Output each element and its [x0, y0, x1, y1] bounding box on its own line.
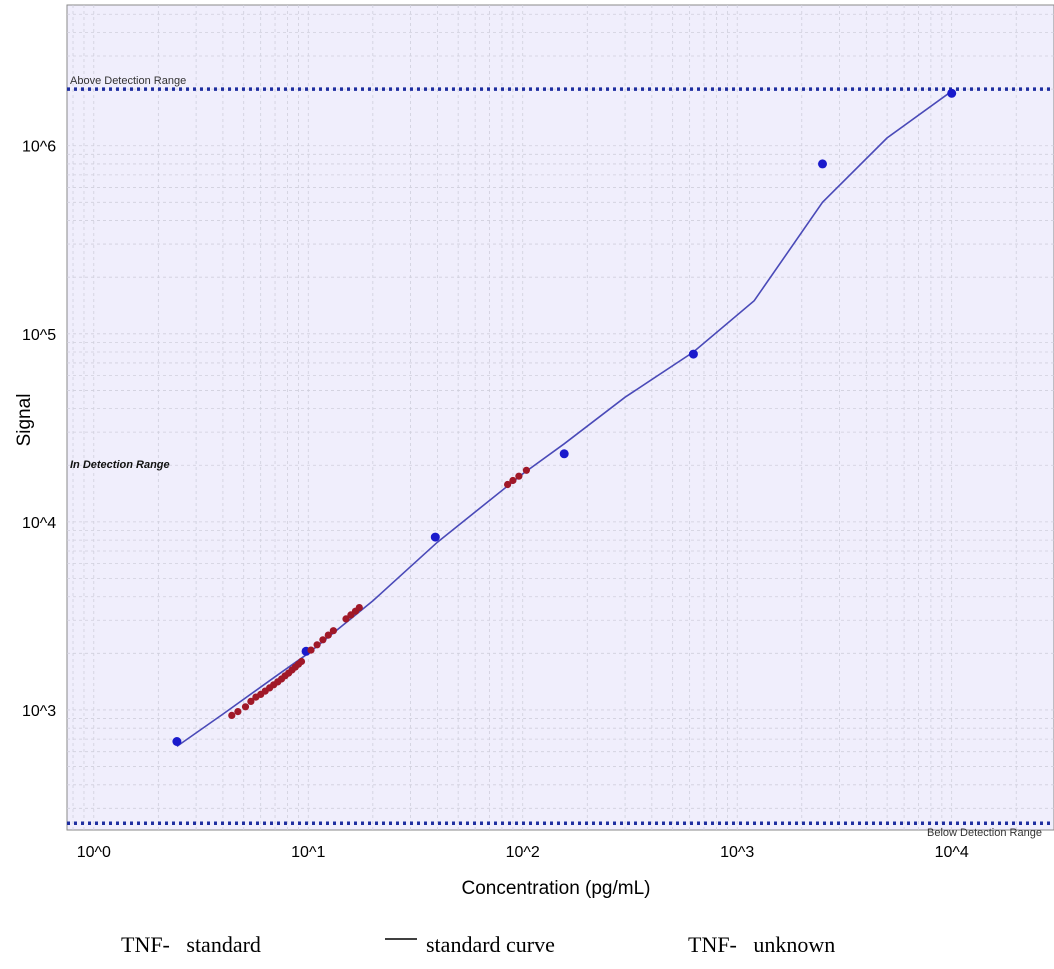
y-tick-label: 10^3 [22, 703, 56, 720]
in-detection-label: In Detection Range [70, 459, 170, 471]
unknown-point [522, 466, 531, 474]
standard-point [172, 737, 182, 746]
grid [67, 5, 1054, 830]
data-points-layer [172, 88, 957, 746]
standard-curve-line [176, 90, 953, 748]
unknown-point [504, 480, 512, 489]
y-axis-ticks: 10^3 10^4 10^5 10^6 [22, 139, 56, 720]
x-tick-label: 10^4 [935, 844, 969, 861]
y-axis-title: Signal [14, 394, 35, 447]
unknown-point [307, 646, 315, 654]
standard-point [818, 159, 827, 169]
legend-curve-label: standard curve [426, 932, 555, 957]
y-tick-label: 10^5 [22, 327, 56, 344]
unknown-point [355, 604, 363, 612]
x-tick-label: 10^2 [506, 844, 540, 861]
legend: TNF- standard standard curve TNF- unknow… [121, 932, 835, 957]
x-tick-label: 10^1 [291, 844, 325, 861]
unknown-point [247, 697, 255, 706]
unknown-point [509, 476, 517, 485]
standard-point [559, 449, 569, 459]
standard-point [430, 532, 440, 542]
standard-point [947, 88, 957, 98]
above-detection-label: Above Detection Range [70, 75, 186, 87]
standard-curve-layer [176, 90, 953, 748]
below-detection-label: Below Detection Range [927, 827, 1042, 839]
legend-unknown-label: TNF- unknown [688, 932, 835, 957]
standard-point [688, 349, 698, 359]
y-tick-label: 10^6 [22, 139, 56, 156]
unknown-point [324, 631, 332, 639]
unknown-point [297, 657, 306, 666]
x-tick-label: 10^0 [77, 844, 111, 861]
x-axis-ticks: 10^0 10^1 10^2 10^3 10^4 [77, 844, 969, 861]
unknown-point [241, 703, 250, 711]
unknown-point [313, 641, 321, 649]
y-tick-label: 10^4 [22, 515, 56, 532]
legend-standard-label: TNF- standard [121, 932, 261, 957]
x-axis-title: Concentration (pg/mL) [461, 878, 650, 899]
unknown-point [234, 708, 242, 716]
unknown-point [342, 615, 350, 623]
unknown-point [228, 711, 236, 720]
unknown-point [329, 627, 337, 635]
unknown-point [319, 636, 327, 644]
x-tick-label: 10^3 [720, 844, 754, 861]
unknown-point [515, 472, 523, 480]
plot-area [66, 4, 1054, 831]
